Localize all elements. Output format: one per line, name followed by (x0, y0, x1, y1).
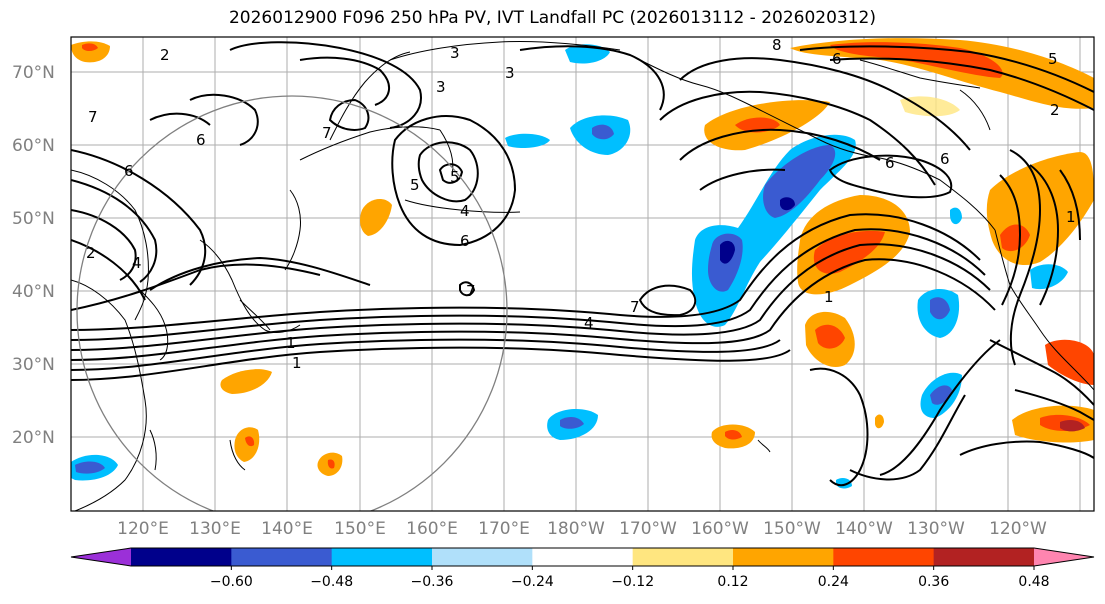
colorbar: −0.60 −0.48 −0.36 −0.24 −0.12 0.12 0.24 0.36 0.4… (70, 547, 1095, 590)
contour-label: 6 (940, 150, 950, 168)
contour-label: 7 (88, 108, 98, 126)
map-title: 2026012900 F096 250 hPa PV, IVT Landfall… (228, 8, 876, 28)
contour-label: 7 (630, 298, 640, 316)
contour-label: 2 (86, 244, 96, 262)
contour-label: 5 (410, 176, 420, 194)
contour-label: 7 (322, 124, 332, 142)
lat-label: 30°N (12, 355, 55, 375)
contour-label: 4 (584, 314, 594, 332)
lat-label: 20°N (12, 428, 55, 448)
lon-label: 130°W (907, 519, 965, 539)
colorbar-segment (733, 548, 834, 566)
contour-label: 3 (505, 64, 515, 82)
contour-label: 5 (450, 168, 460, 186)
contour-label: 1 (286, 334, 296, 352)
contour-label: 4 (460, 202, 470, 220)
lon-label: 160°W (691, 519, 749, 539)
contour-label: 6 (885, 154, 895, 172)
lat-label: 70°N (12, 63, 55, 83)
colorbar-tick-label: 0.12 (717, 574, 748, 590)
contour-label: 3 (436, 78, 446, 96)
longitude-labels: 120°E 130°E 140°E 150°E 160°E 170°E 180°… (117, 519, 1047, 539)
colorbar-segment (331, 548, 433, 566)
contour-label: 7 (466, 282, 476, 300)
colorbar-segment (432, 548, 533, 566)
lat-label: 60°N (12, 136, 55, 156)
colorbar-tick-label: −0.48 (310, 574, 353, 590)
colorbar-segment (933, 548, 1035, 566)
colorbar-outline (70, 547, 1095, 567)
lat-label: 50°N (12, 209, 55, 229)
contour-label: 1 (292, 354, 302, 372)
contour-label: 6 (124, 162, 134, 180)
lat-label: 40°N (12, 282, 55, 302)
lon-label: 150°W (763, 519, 821, 539)
colorbar-tick-label: −0.12 (611, 574, 654, 590)
contour-label: 1 (1066, 208, 1076, 226)
ivt-fill-negative (71, 44, 1068, 489)
contour-labels: 3 3 3 7 7 6 6 2 2 4 5 5 6 4 6 7 4 1 1 7 … (86, 36, 1076, 372)
colorbar-tick-label: 0.48 (1018, 574, 1049, 590)
lon-label: 160°E (406, 519, 458, 539)
plot-border (70, 36, 1095, 512)
colorbar-tick-label: 0.36 (918, 574, 949, 590)
lon-label: 170°W (619, 519, 677, 539)
lon-label: 130°E (189, 519, 241, 539)
lon-label: 120°W (989, 519, 1047, 539)
reference-circle (76, 95, 508, 511)
lon-label: 140°W (835, 519, 893, 539)
colorbar-segment (231, 548, 333, 566)
contour-label: 6 (196, 131, 206, 149)
lon-label: 120°E (117, 519, 169, 539)
latitude-labels: 70°N 60°N 50°N 40°N 30°N 20°N (12, 63, 55, 448)
colorbar-segment (131, 548, 232, 566)
colorbar-segment (632, 548, 734, 566)
contour-label: 2 (1050, 101, 1060, 119)
contour-label: 3 (450, 44, 460, 62)
lon-label: 170°E (478, 519, 530, 539)
colorbar-extend-high (1034, 548, 1094, 566)
contour-label: 1 (824, 288, 834, 306)
lon-label: 140°E (261, 519, 313, 539)
colorbar-extend-low (71, 548, 131, 566)
pv-contours (71, 41, 1094, 487)
contour-label: 8 (772, 36, 782, 54)
contour-label: 5 (1048, 50, 1058, 68)
colorbar-tick-label: −0.36 (411, 574, 454, 590)
colorbar-tick-label: −0.24 (511, 574, 554, 590)
lon-label: 150°E (334, 519, 386, 539)
colorbar-tick-label: −0.60 (210, 574, 253, 590)
contour-label: 6 (460, 232, 470, 250)
colorbar-tick-label: 0.24 (818, 574, 849, 590)
colorbar-segment (532, 548, 634, 566)
contour-label: 4 (132, 254, 142, 272)
contour-label: 2 (160, 46, 170, 64)
contour-label: 6 (832, 50, 842, 68)
colorbar-segment (833, 548, 935, 566)
lon-label: 180°W (547, 519, 605, 539)
